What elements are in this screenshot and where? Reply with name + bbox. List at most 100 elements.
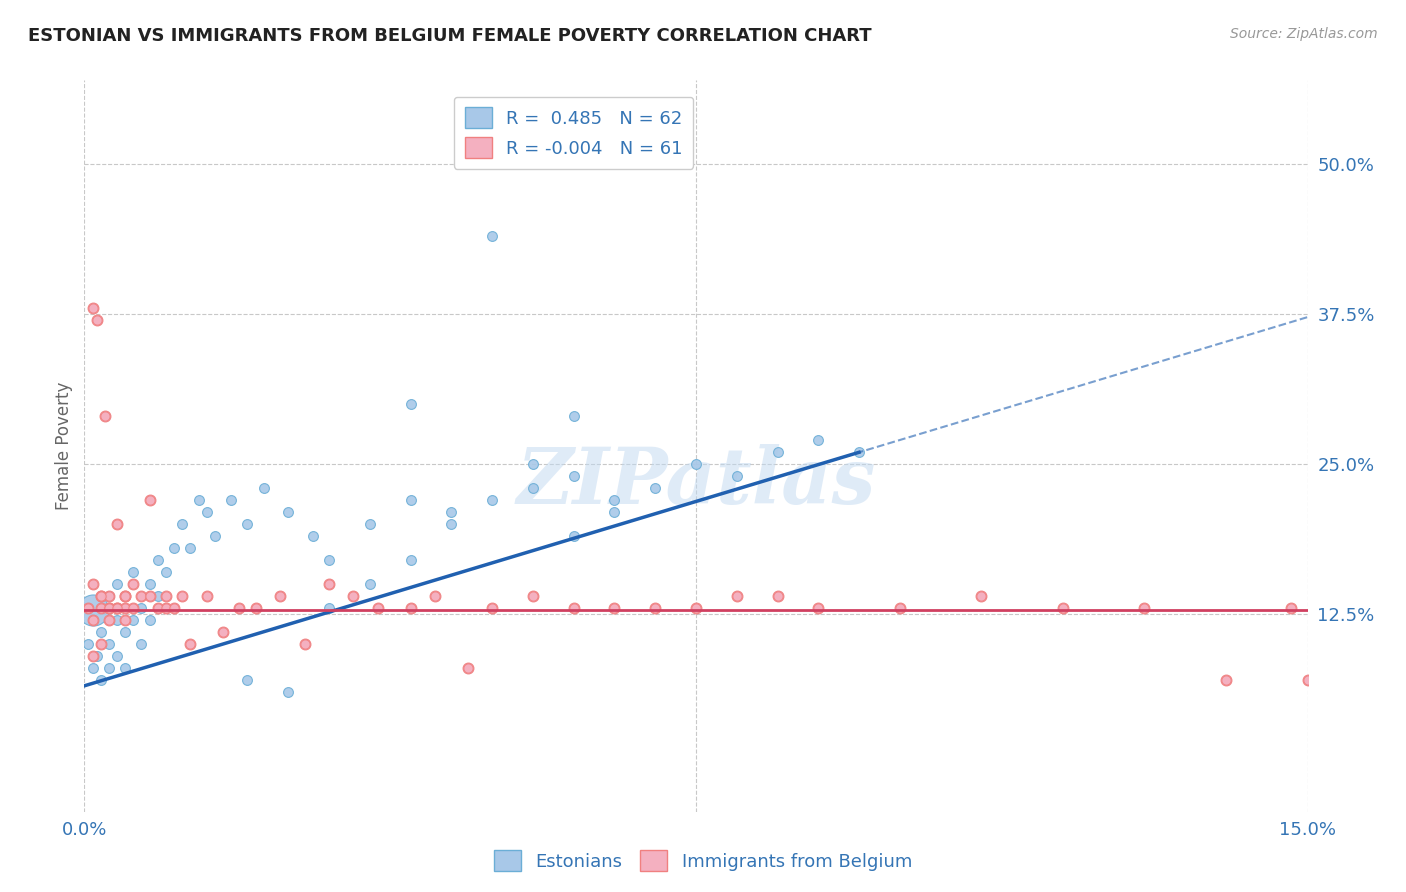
Point — [294, 637, 316, 651]
Point — [172, 516, 194, 531]
Point — [481, 600, 503, 615]
Point — [90, 589, 112, 603]
Point — [131, 600, 153, 615]
Point — [423, 589, 446, 603]
Point — [253, 481, 276, 495]
Point — [481, 492, 503, 507]
Point — [318, 600, 340, 615]
Point — [644, 600, 666, 615]
Point — [766, 589, 789, 603]
Legend: R =  0.485   N = 62, R = -0.004   N = 61: R = 0.485 N = 62, R = -0.004 N = 61 — [454, 96, 693, 169]
Point — [86, 313, 108, 327]
Point — [105, 600, 128, 615]
Point — [114, 589, 136, 603]
Point — [114, 661, 136, 675]
Point — [138, 613, 160, 627]
Point — [82, 661, 104, 675]
Point — [105, 577, 128, 591]
Point — [82, 648, 104, 663]
Point — [105, 600, 128, 615]
Point — [114, 613, 136, 627]
Point — [97, 637, 120, 651]
Point — [399, 492, 422, 507]
Point — [522, 589, 544, 603]
Point — [97, 600, 120, 615]
Point — [97, 613, 120, 627]
Point — [77, 600, 100, 615]
Point — [146, 553, 169, 567]
Point — [97, 589, 120, 603]
Point — [187, 492, 209, 507]
Point — [90, 673, 112, 687]
Point — [970, 589, 993, 603]
Point — [725, 589, 748, 603]
Point — [195, 505, 218, 519]
Point — [155, 600, 177, 615]
Point — [114, 589, 136, 603]
Point — [318, 577, 340, 591]
Point — [1052, 600, 1074, 615]
Point — [122, 565, 145, 579]
Point — [86, 648, 108, 663]
Point — [236, 516, 259, 531]
Point — [122, 600, 145, 615]
Point — [766, 445, 789, 459]
Point — [155, 565, 177, 579]
Point — [807, 600, 830, 615]
Point — [685, 600, 707, 615]
Point — [179, 637, 201, 651]
Point — [97, 589, 120, 603]
Point — [155, 600, 177, 615]
Point — [562, 600, 585, 615]
Point — [522, 457, 544, 471]
Point — [889, 600, 911, 615]
Point — [179, 637, 201, 651]
Point — [122, 613, 145, 627]
Point — [522, 589, 544, 603]
Point — [1279, 600, 1302, 615]
Point — [423, 589, 446, 603]
Point — [77, 637, 100, 651]
Point — [245, 600, 267, 615]
Point — [114, 613, 136, 627]
Point — [195, 589, 218, 603]
Point — [114, 589, 136, 603]
Point — [644, 481, 666, 495]
Point — [1279, 600, 1302, 615]
Point — [277, 685, 299, 699]
Point — [97, 661, 120, 675]
Point — [228, 600, 250, 615]
Point — [114, 600, 136, 615]
Point — [1133, 600, 1156, 615]
Point — [1215, 673, 1237, 687]
Point — [440, 516, 463, 531]
Point — [179, 541, 201, 555]
Point — [97, 589, 120, 603]
Point — [245, 600, 267, 615]
Point — [889, 600, 911, 615]
Point — [399, 600, 422, 615]
Point — [163, 541, 186, 555]
Point — [603, 600, 626, 615]
Point — [97, 600, 120, 615]
Point — [522, 481, 544, 495]
Point — [138, 492, 160, 507]
Point — [86, 313, 108, 327]
Point — [90, 637, 112, 651]
Point — [90, 589, 112, 603]
Point — [82, 577, 104, 591]
Point — [219, 492, 242, 507]
Point — [90, 600, 112, 615]
Point — [131, 589, 153, 603]
Legend: Estonians, Immigrants from Belgium: Estonians, Immigrants from Belgium — [486, 843, 920, 879]
Point — [105, 648, 128, 663]
Point — [82, 577, 104, 591]
Point — [90, 637, 112, 651]
Point — [82, 301, 104, 315]
Point — [807, 433, 830, 447]
Point — [90, 600, 112, 615]
Point — [122, 600, 145, 615]
Point — [105, 600, 128, 615]
Point — [114, 589, 136, 603]
Point — [685, 600, 707, 615]
